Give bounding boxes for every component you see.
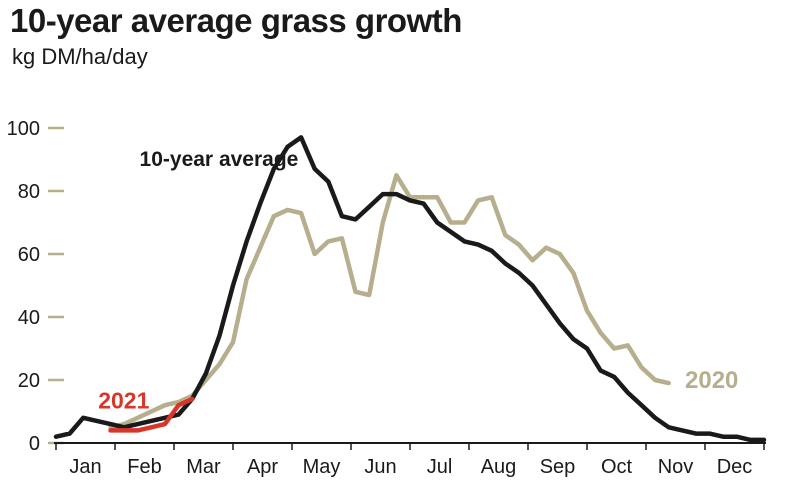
x-tick-label: Aug [481,456,517,478]
chart-title: 10-year average grass growth [10,2,462,39]
y-tick-label: 60 [18,244,40,266]
y-tick-label: 0 [29,433,40,455]
x-tick-label: Apr [247,456,278,478]
label-2021: 2021 [98,387,149,413]
x-tick-label: Nov [658,456,694,478]
y-axis: 0 20 40 60 80 100 [7,118,64,455]
x-tick-label: May [303,456,341,478]
x-tick-label: Dec [717,456,753,478]
series-line-10-year-average [53,135,767,443]
x-tick-label: Sep [540,456,576,478]
x-axis: Jan Feb Mar Apr May Jun Jul Aug Sep Oct Nov Dec [54,442,766,478]
y-tick-label: 40 [18,307,40,329]
x-tick-label: Jan [69,456,101,478]
chart-subtitle: kg DM/ha/day [12,44,148,69]
series-line-2021 [108,396,195,433]
label-10-year-average: 10-year average [140,148,299,171]
label-2020: 2020 [685,367,738,394]
x-tick-label: Feb [127,456,161,478]
series-labels: 10-year average 2020 2021 [98,148,738,414]
series-line-2020 [108,173,671,430]
y-tick-label: 100 [7,118,40,140]
series-lines [53,135,767,443]
x-tick-label: Jul [427,456,453,478]
y-tick-label: 20 [18,370,40,392]
y-tick-label: 80 [18,181,40,203]
x-tick-label: Oct [601,456,633,478]
x-tick-label: Jun [364,456,396,478]
x-tick-label: Mar [186,456,221,478]
